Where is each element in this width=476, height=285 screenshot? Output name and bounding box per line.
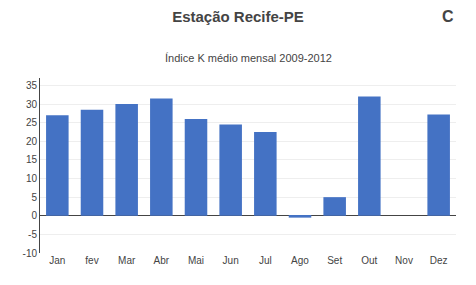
svg-text:-5: -5 bbox=[28, 229, 37, 240]
svg-text:-10: -10 bbox=[23, 248, 38, 259]
svg-text:30: 30 bbox=[26, 99, 38, 110]
svg-text:Jul: Jul bbox=[259, 255, 272, 266]
svg-text:Mar: Mar bbox=[118, 255, 136, 266]
svg-text:Abr: Abr bbox=[154, 255, 170, 266]
svg-text:Set: Set bbox=[327, 255, 342, 266]
svg-text:fev: fev bbox=[85, 255, 98, 266]
svg-text:Dez: Dez bbox=[430, 255, 448, 266]
svg-text:25: 25 bbox=[26, 117, 38, 128]
svg-text:Out: Out bbox=[361, 255, 377, 266]
svg-text:Índice K médio mensal 2009-201: Índice K médio mensal 2009-2012 bbox=[165, 52, 332, 64]
svg-text:15: 15 bbox=[26, 154, 38, 165]
svg-text:Ago: Ago bbox=[291, 255, 309, 266]
svg-text:35: 35 bbox=[26, 80, 38, 91]
svg-text:Jan: Jan bbox=[49, 255, 65, 266]
svg-text:Estação Recife-PE: Estação Recife-PE bbox=[172, 8, 304, 25]
svg-text:5: 5 bbox=[31, 192, 37, 203]
svg-text:10: 10 bbox=[26, 173, 38, 184]
svg-text:0: 0 bbox=[31, 210, 37, 221]
svg-text:Nov: Nov bbox=[395, 255, 413, 266]
svg-text:20: 20 bbox=[26, 136, 38, 147]
svg-text:Mai: Mai bbox=[188, 255, 204, 266]
svg-text:C: C bbox=[442, 8, 454, 25]
svg-text:Jun: Jun bbox=[223, 255, 239, 266]
